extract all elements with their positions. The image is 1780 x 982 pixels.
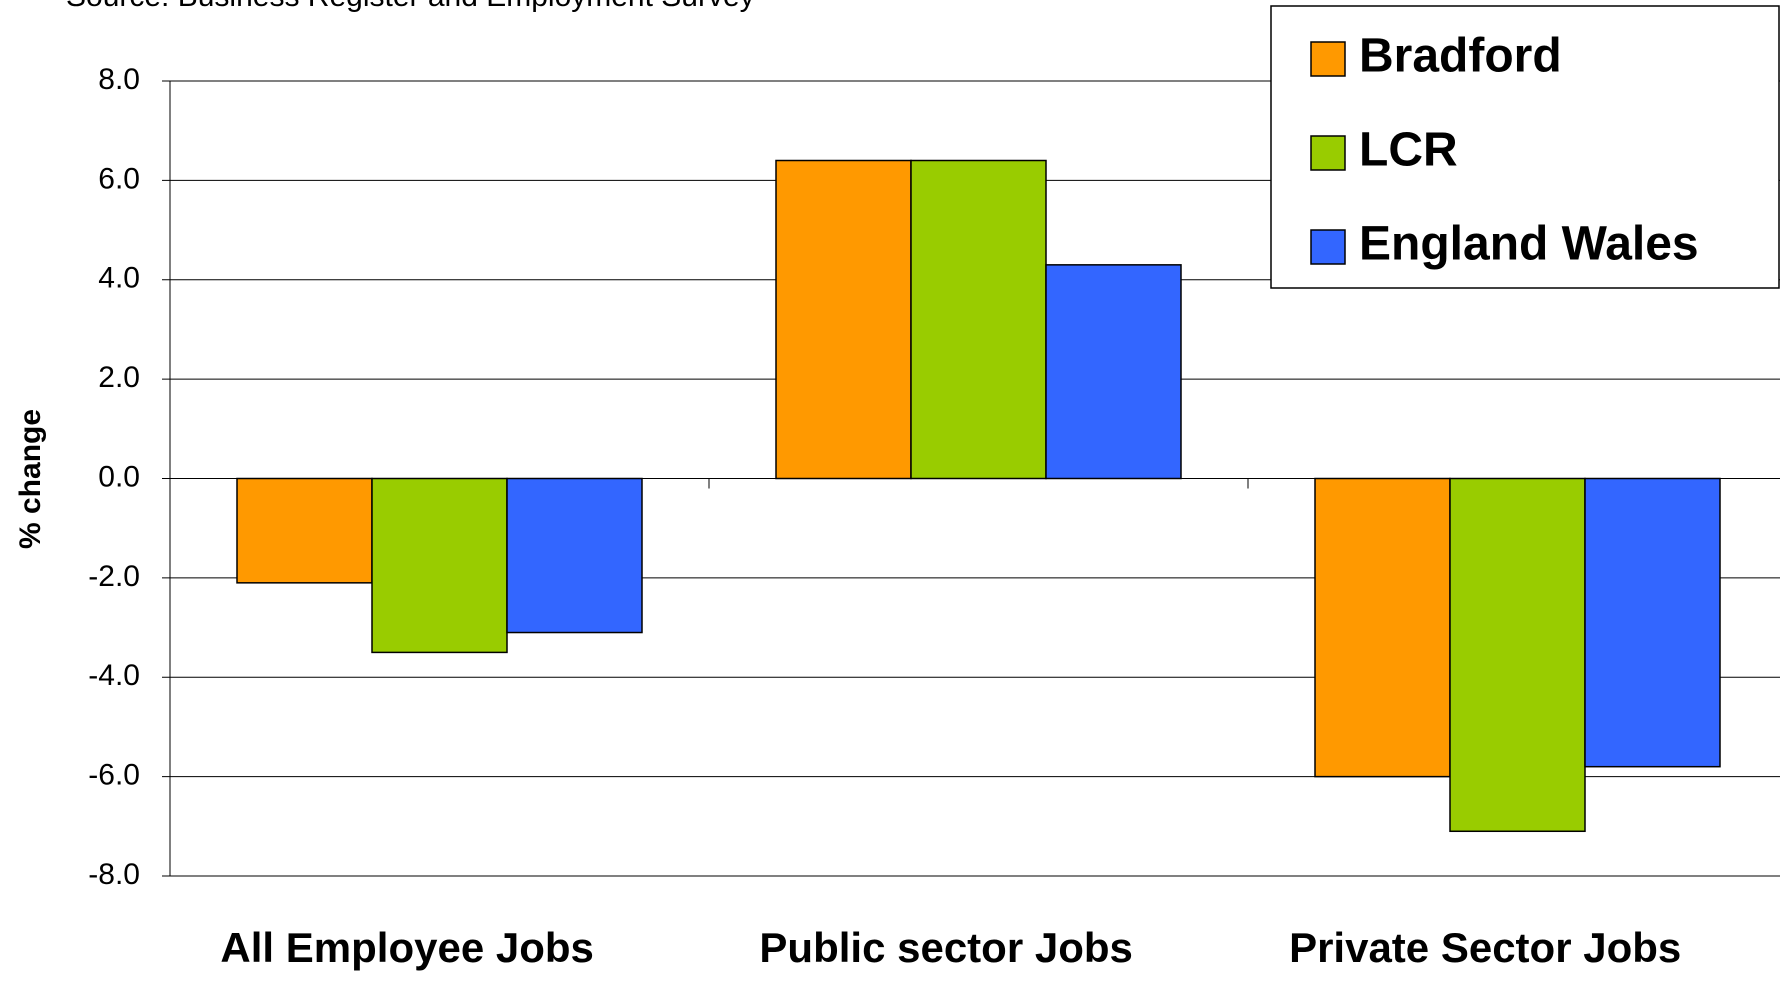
bar: [236, 477, 373, 584]
y-tick-label: 2.0: [98, 361, 140, 394]
legend-swatch: [1310, 135, 1346, 171]
bar: [1584, 477, 1721, 768]
bar: [910, 159, 1047, 480]
bar: [506, 477, 643, 634]
chart-subtitle: Source: Business Register and Employment…: [66, 0, 755, 13]
y-axis-label: % change: [14, 409, 47, 549]
bar: [371, 477, 508, 654]
x-tick-label: Private Sector Jobs: [1289, 924, 1681, 971]
y-tick-label: -4.0: [88, 659, 140, 692]
bar: [775, 159, 912, 480]
legend-box: [1270, 5, 1780, 289]
bar: [1449, 477, 1586, 833]
y-tick-label: 8.0: [98, 63, 140, 96]
y-tick-label: 0.0: [98, 460, 140, 493]
y-tick-label: -8.0: [88, 858, 140, 891]
legend-label: LCR: [1359, 124, 1458, 177]
legend-label: England Wales: [1359, 218, 1699, 271]
y-tick-label: 6.0: [98, 162, 140, 195]
bar: [1314, 477, 1451, 778]
legend-swatch: [1310, 41, 1346, 77]
x-tick-label: All Employee Jobs: [220, 924, 593, 971]
legend-label: Bradford: [1359, 30, 1562, 83]
x-tick-label: Public sector Jobs: [759, 924, 1132, 971]
y-tick-label: -6.0: [88, 759, 140, 792]
y-tick-label: 4.0: [98, 262, 140, 295]
y-tick-label: -2.0: [88, 560, 140, 593]
legend-swatch: [1310, 229, 1346, 265]
bar: [1045, 264, 1182, 480]
